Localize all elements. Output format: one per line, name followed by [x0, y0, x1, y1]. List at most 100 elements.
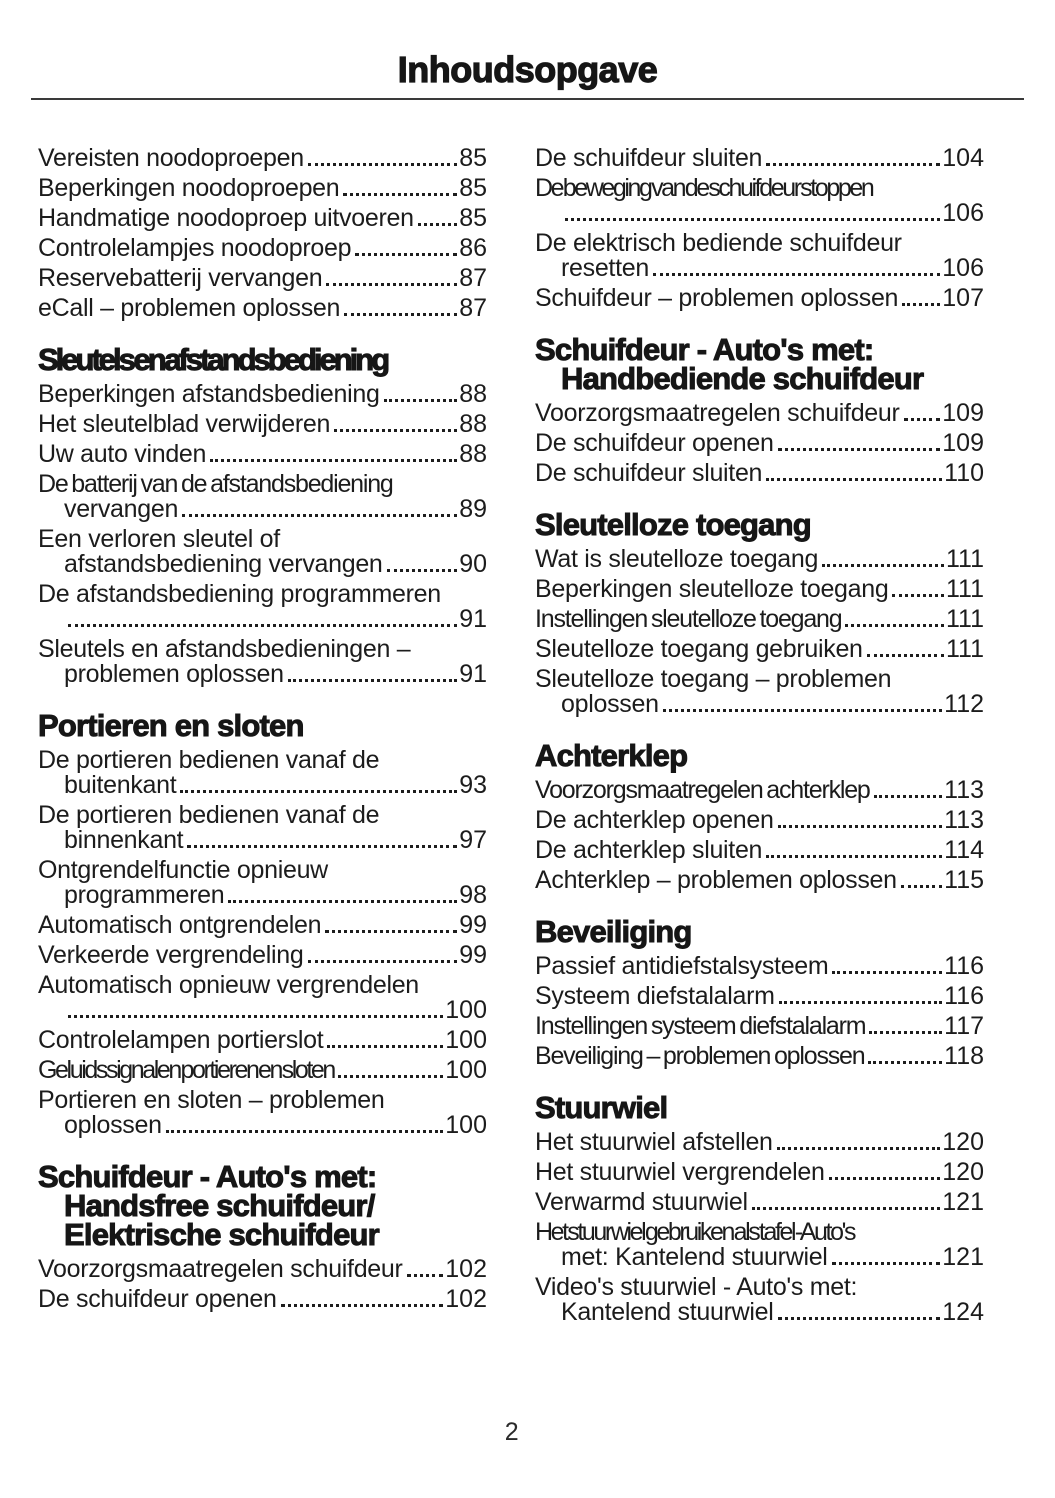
entry-title: Voorzorgsmaatregelen schuifdeur: [535, 399, 900, 427]
entry-title: Uw auto vinden: [38, 440, 207, 468]
entry-page-number: 107: [942, 284, 984, 312]
entry-page-number: 102: [445, 1255, 487, 1283]
entry-title-line: Portieren en sloten – problemen: [38, 1086, 385, 1114]
entry-title: De schuifdeur sluiten: [535, 144, 763, 172]
dot-leader: [343, 193, 458, 196]
toc-entry: De beweging van de schuifdeur stoppen 106: [535, 176, 984, 226]
section-heading-line: Beveiliging: [535, 914, 693, 949]
entry-last-line: 91: [38, 607, 487, 632]
entry-last-line: De schuifdeur sluiten 104: [535, 146, 984, 171]
section-heading-line: Sleutels en afstandsbediening: [38, 342, 391, 377]
dot-leader: [828, 1177, 941, 1180]
toc-section: Portieren en sloten De portieren bedienen…: [38, 710, 488, 1138]
entry-page-number: 114: [944, 836, 984, 864]
entry-page-number: 109: [942, 429, 984, 457]
entry-title: Voorzorgsmaatregelen achterklep: [535, 776, 871, 804]
entry-title: Automatisch ontgrendelen: [38, 911, 322, 939]
entry-page-number: 113: [944, 776, 984, 804]
dot-leader: [777, 448, 941, 451]
dot-leader: [900, 885, 943, 888]
entry-title: Beperkingen noodoproepen: [38, 174, 340, 202]
toc-section: Stuurwiel Het stuurwiel afstellen 120 Het s…: [535, 1092, 985, 1325]
dot-leader: [68, 624, 458, 627]
toc-entry: Passief antidiefstalsysteem 116: [535, 954, 984, 979]
entry-last-line: Beperkingen afstandsbediening 88: [38, 382, 487, 407]
entry-page-number: 87: [459, 264, 487, 292]
dot-leader: [766, 855, 943, 858]
dot-leader: [873, 795, 943, 798]
entry-title-line: De portieren bedienen vanaf de: [38, 801, 380, 829]
toc-entry: Video's stuurwiel - Auto's met: Kantelend…: [535, 1275, 984, 1325]
dot-leader: [287, 679, 458, 682]
entry-last-line: Verkeerde vergrendeling 99: [38, 943, 487, 968]
entry-page-number: 120: [942, 1158, 984, 1186]
dot-leader: [307, 163, 458, 166]
section-heading: Achterklep: [535, 740, 984, 772]
entry-title-line: Een verloren sleutel of: [38, 525, 280, 553]
entry-last-line: 100: [38, 998, 487, 1023]
section-heading: Beveiliging: [535, 914, 984, 949]
section-heading: Schuifdeur - Auto's met: Handbediende sch…: [535, 332, 984, 395]
toc-column-right: De schuifdeur sluiten 104 De beweging van …: [535, 146, 985, 1330]
entry-last-line: De schuifdeur openen 109: [535, 431, 984, 456]
toc-entry: De afstandsbediening programmeren 91: [38, 582, 487, 632]
entry-page-number: 89: [459, 495, 487, 523]
entry-last-line: Reservebatterij vervangen 87: [38, 266, 487, 291]
dot-leader: [766, 478, 943, 481]
entry-title: resetten: [561, 254, 649, 282]
page-number: 2: [504, 1418, 519, 1446]
entry-last-line: problemen oplossen 91: [38, 662, 487, 687]
entry-title-line: Automatisch opnieuw vergrendelen: [38, 971, 419, 999]
toc-entry: Een verloren sleutel of afstandsbediening…: [38, 527, 487, 577]
entry-last-line: De schuifdeur openen 102: [38, 1287, 487, 1312]
dot-leader: [822, 564, 944, 567]
entry-page-number: 118: [944, 1042, 984, 1070]
toc-section: Achterklep Voorzorgsmaatregelen achterkle…: [535, 740, 985, 894]
entry-title: afstandsbediening vervangen: [64, 550, 383, 578]
dot-leader: [210, 459, 458, 462]
section-heading-line: Schuifdeur - Auto's met:: [535, 332, 875, 367]
dot-leader: [903, 418, 941, 421]
entry-title: Beperkingen sleutelloze toegang: [535, 575, 889, 603]
entry-page-number: 97: [459, 826, 487, 854]
entry-last-line: De schuifdeur sluiten 110: [535, 461, 984, 486]
entry-page-number: 93: [459, 771, 487, 799]
entry-last-line: Voorzorgsmaatregelen achterklep 113: [535, 778, 984, 803]
toc-entry: De portieren bedienen vanaf de binnenkant…: [38, 803, 487, 853]
toc-section: Schuifdeur - Auto's met: Handbediende sch…: [535, 332, 985, 486]
entry-title: Het stuurwiel afstellen: [535, 1128, 773, 1156]
entry-last-line: Instellingen systeem diefstalalarm 117: [535, 1014, 984, 1039]
entry-last-line: Uw auto vinden 88: [38, 442, 487, 467]
dot-leader: [751, 1207, 941, 1210]
toc-entry: Vereisten noodoproepen 85: [38, 146, 487, 171]
entry-last-line: Passief antidiefstalsysteem 116: [535, 954, 984, 979]
entry-page-number: 113: [944, 806, 984, 834]
entry-title: De achterklep sluiten: [535, 836, 763, 864]
toc-entry: Systeem diefstalalarm 116: [535, 984, 984, 1009]
title-divider: [31, 98, 1024, 100]
dot-leader: [766, 163, 941, 166]
entry-title: Achterklep – problemen oplossen: [535, 866, 897, 894]
entry-title: De schuifdeur sluiten: [535, 459, 763, 487]
entry-last-line: 106: [535, 201, 984, 226]
dot-leader: [180, 790, 458, 793]
entry-last-line: Handmatige noodoproep uitvoeren 85: [38, 206, 487, 231]
entry-title: Reservebatterij vervangen: [38, 264, 323, 292]
entry-last-line: Verwarmd stuurwiel 121: [535, 1190, 984, 1215]
toc-entry: Wat is sleutelloze toegang 111: [535, 547, 984, 572]
dot-leader: [68, 1015, 444, 1018]
toc-entry: Controlelampen portierslot 100: [38, 1028, 487, 1053]
toc-entry: De achterklep sluiten 114: [535, 838, 984, 863]
entry-title-line: De afstandsbediening programmeren: [38, 580, 441, 608]
entry-page-number: 100: [445, 1056, 487, 1084]
entry-page-number: 120: [942, 1128, 984, 1156]
dot-leader: [383, 399, 458, 402]
entry-last-line: vervangen 89: [38, 497, 487, 522]
entry-title: Het stuurwiel vergrendelen: [535, 1158, 825, 1186]
entry-page-number: 99: [459, 911, 487, 939]
dot-leader: [777, 825, 943, 828]
entry-page-number: 121: [942, 1243, 984, 1271]
entry-last-line: Beveiliging – problemen oplossen 118: [535, 1044, 984, 1069]
dot-leader: [325, 930, 458, 933]
entry-title-line: Sleutels en afstandsbedieningen –: [38, 635, 411, 663]
